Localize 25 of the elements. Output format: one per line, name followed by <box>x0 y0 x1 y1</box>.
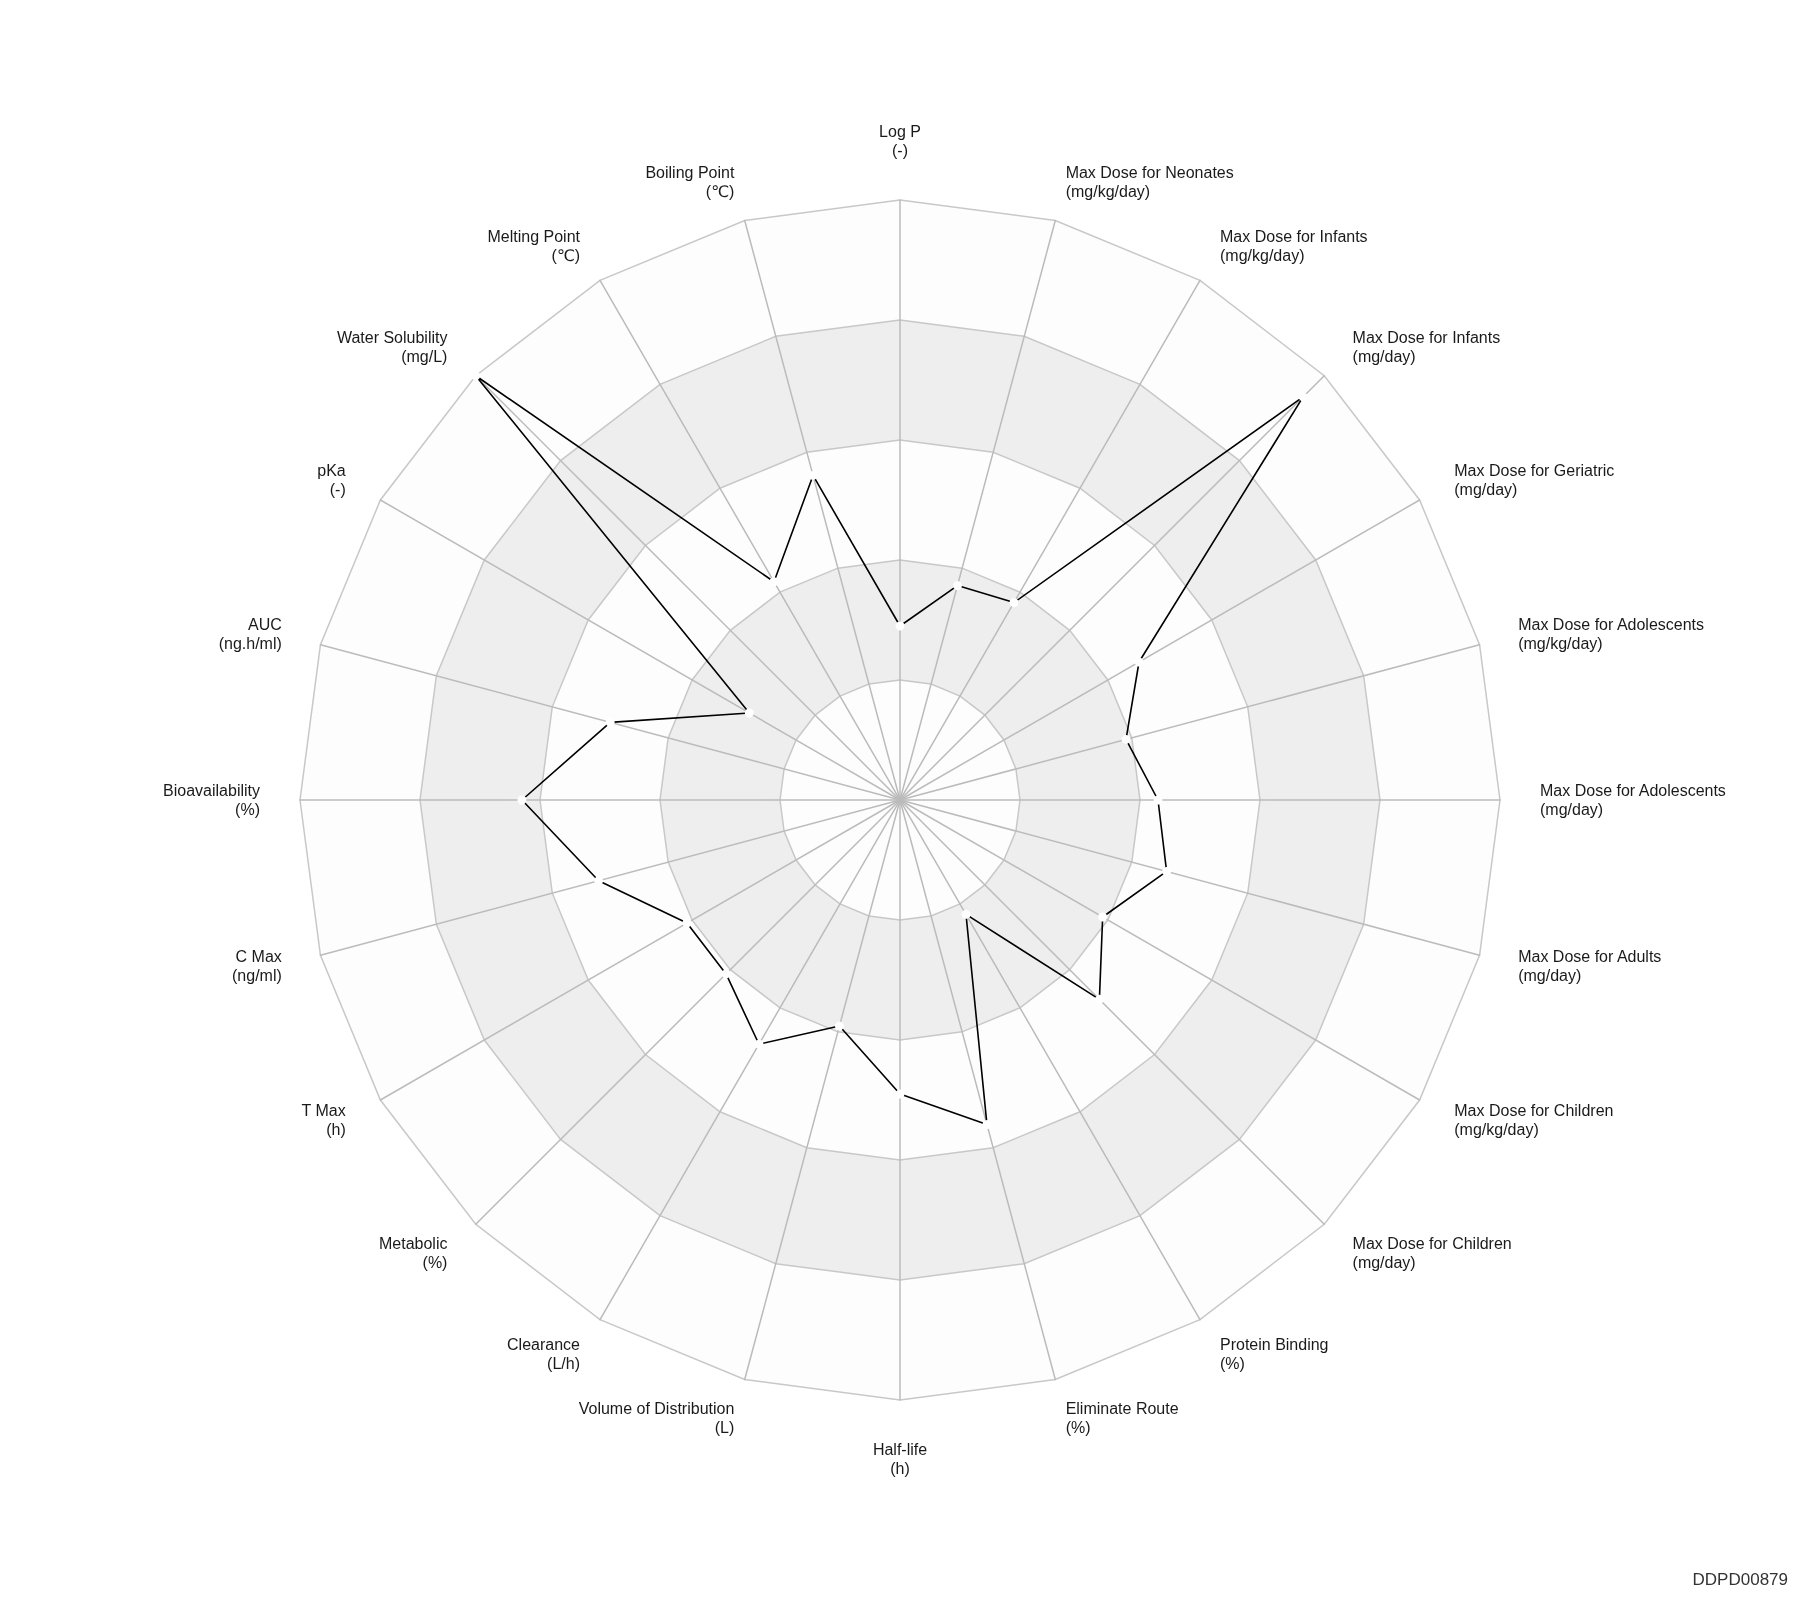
spoke-label: C Max (ng/ml) <box>232 947 282 984</box>
spoke-label: Log P (-) <box>879 123 921 159</box>
spoke-label: Max Dose for Adolescents (mg/kg/day) <box>1518 616 1705 653</box>
spoke-label: Bioavailability (%) <box>163 782 260 818</box>
spoke-label: Max Dose for Adults (mg/day) <box>1518 947 1662 984</box>
spoke-label: pKa (-) <box>317 462 346 498</box>
spoke-label: Eliminate Route (%) <box>1065 1400 1179 1437</box>
spoke-label: T Max (h) <box>301 1102 346 1138</box>
spoke-label: Max Dose for Neonates (mg/kg/day) <box>1065 163 1234 200</box>
text: DDPD00879 <box>1692 1570 1788 1589</box>
spoke-label: Boiling Point (℃) <box>645 163 735 200</box>
spoke-label: Protein Binding (%) <box>1220 1336 1329 1373</box>
spoke-label: AUC (ng.h/ml) <box>218 616 282 653</box>
spoke-label: Volume of Distribution (L) <box>578 1400 735 1437</box>
spoke-label: Max Dose for Adolescents (mg/day) <box>1540 782 1726 818</box>
spoke-label: Max Dose for Children (mg/day) <box>1352 1234 1512 1271</box>
spoke-label: Metabolic (%) <box>378 1234 448 1271</box>
spoke-label: Max Dose for Geriatric (mg/day) <box>1454 462 1615 498</box>
spoke-label: Water Solubility (mg/L) <box>336 329 448 366</box>
spoke-label: Half-life (h) <box>872 1441 928 1477</box>
spoke-label: Melting Point (℃) <box>487 227 581 264</box>
spoke-label: Max Dose for Infants (mg/day) <box>1352 329 1501 366</box>
spoke-label: Max Dose for Children (mg/kg/day) <box>1454 1102 1614 1138</box>
spoke-label: Clearance (L/h) <box>507 1336 581 1373</box>
spoke-label: Max Dose for Infants (mg/kg/day) <box>1220 227 1368 264</box>
